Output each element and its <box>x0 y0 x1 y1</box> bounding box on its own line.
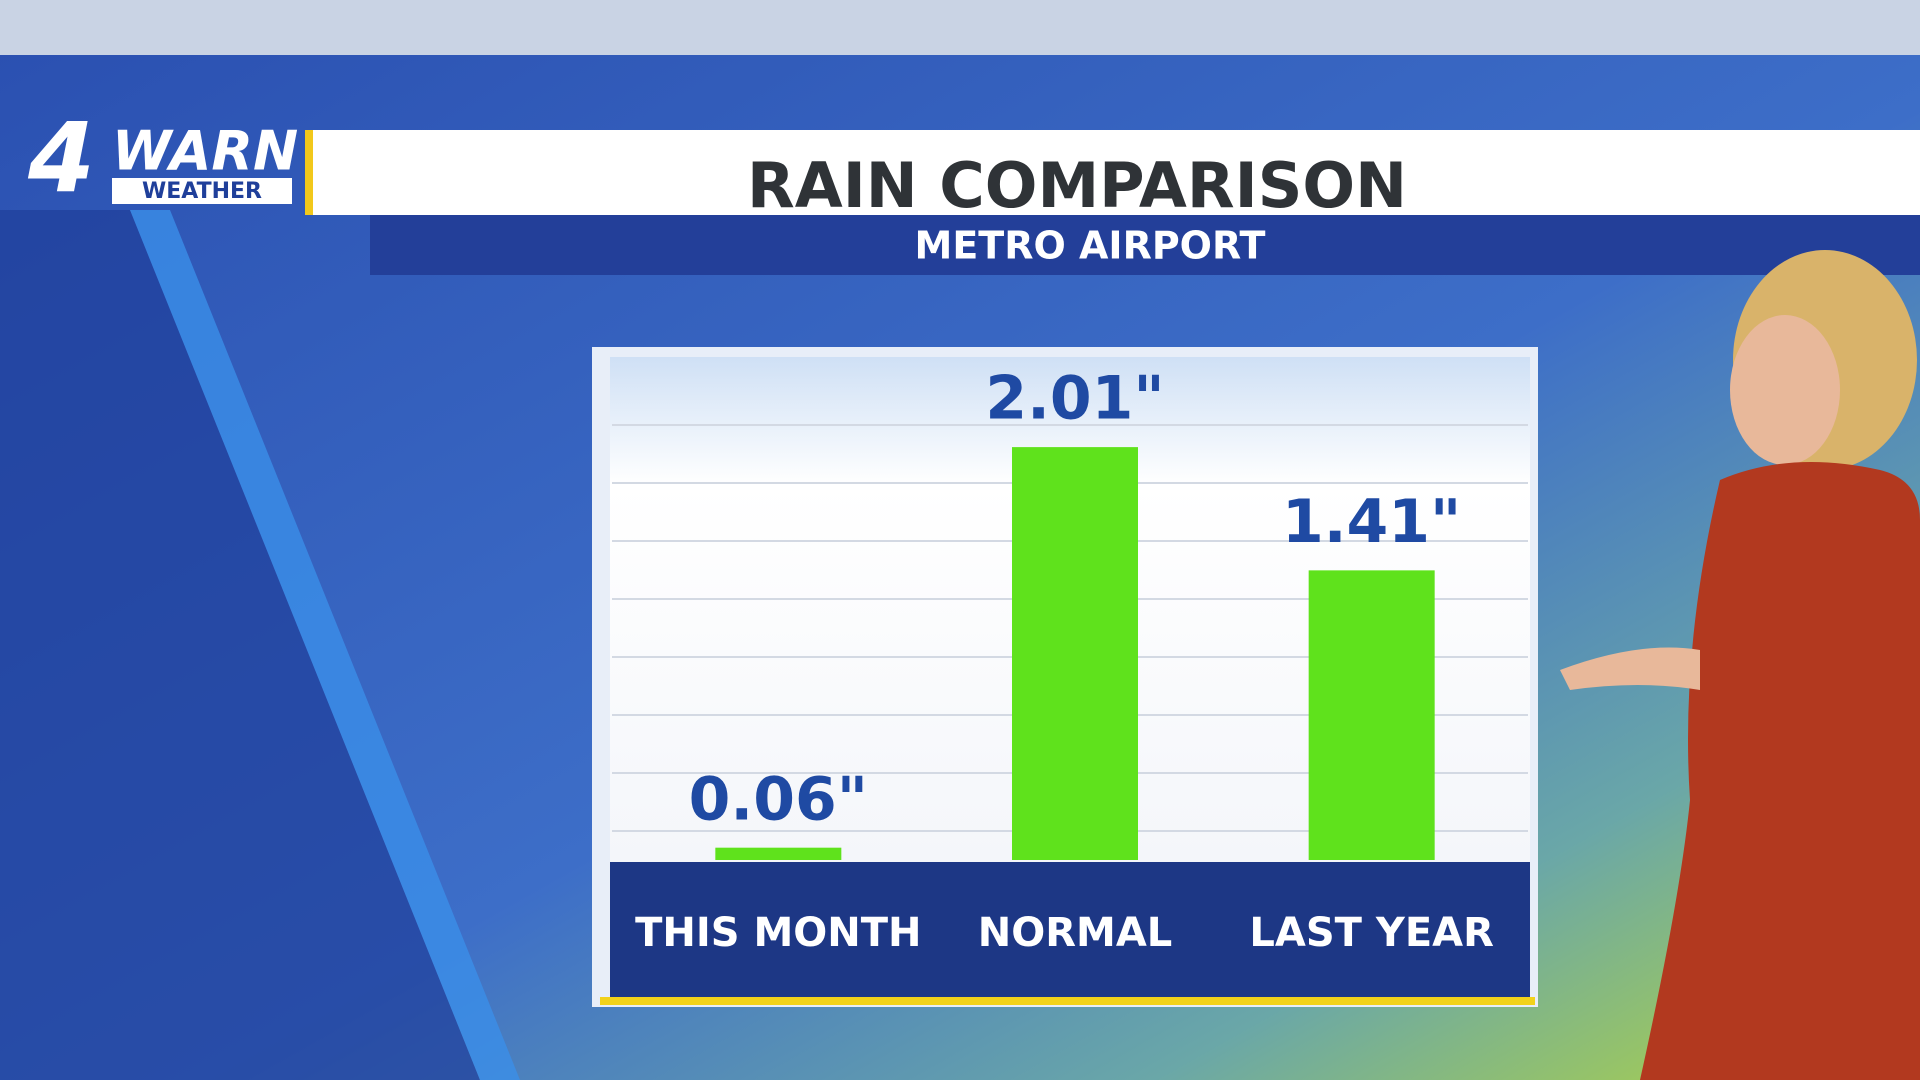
presenter-hand <box>1560 647 1700 690</box>
title-accent <box>305 130 313 215</box>
presenter-dress <box>1640 462 1920 1080</box>
logo-word: WARN <box>112 120 298 183</box>
decor-band <box>0 210 480 1080</box>
bar <box>1308 570 1435 860</box>
logo-sub: WEATHER <box>142 179 262 204</box>
category-label: THIS MONTH <box>635 910 921 956</box>
logo-sub-band <box>112 178 292 204</box>
value-label: 1.41" <box>1282 487 1461 557</box>
subtitle-band <box>370 215 1920 275</box>
ceiling <box>0 0 1920 55</box>
value-label: 0.06" <box>689 764 868 834</box>
category-label: LAST YEAR <box>1249 910 1494 956</box>
bar <box>1012 447 1138 860</box>
category-label: NORMAL <box>978 910 1173 956</box>
logo-number: 4 <box>27 102 95 214</box>
category-band <box>610 862 1530 997</box>
decor-stripe <box>130 210 520 1080</box>
chart-subtitle: METRO AIRPORT <box>915 224 1266 268</box>
chart-title: RAIN COMPARISON <box>747 149 1407 222</box>
title-band <box>305 130 1920 215</box>
presenter-face <box>1730 315 1840 465</box>
bar <box>715 847 842 860</box>
bottom-accent <box>600 997 1535 1005</box>
value-label: 2.01" <box>985 364 1164 434</box>
